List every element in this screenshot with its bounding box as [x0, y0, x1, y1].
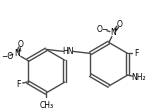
Text: O: O: [18, 40, 24, 49]
Text: O−: O−: [97, 25, 109, 34]
Text: HN: HN: [63, 47, 74, 56]
Text: F: F: [134, 49, 139, 58]
Text: CH₃: CH₃: [39, 101, 53, 110]
Text: N: N: [110, 28, 116, 37]
Text: NH₂: NH₂: [131, 73, 146, 82]
Text: N: N: [14, 49, 20, 58]
Text: O: O: [117, 20, 123, 29]
Text: +: +: [114, 27, 118, 32]
Text: +: +: [18, 48, 22, 53]
Text: −O: −O: [1, 52, 13, 61]
Text: F: F: [16, 80, 21, 88]
